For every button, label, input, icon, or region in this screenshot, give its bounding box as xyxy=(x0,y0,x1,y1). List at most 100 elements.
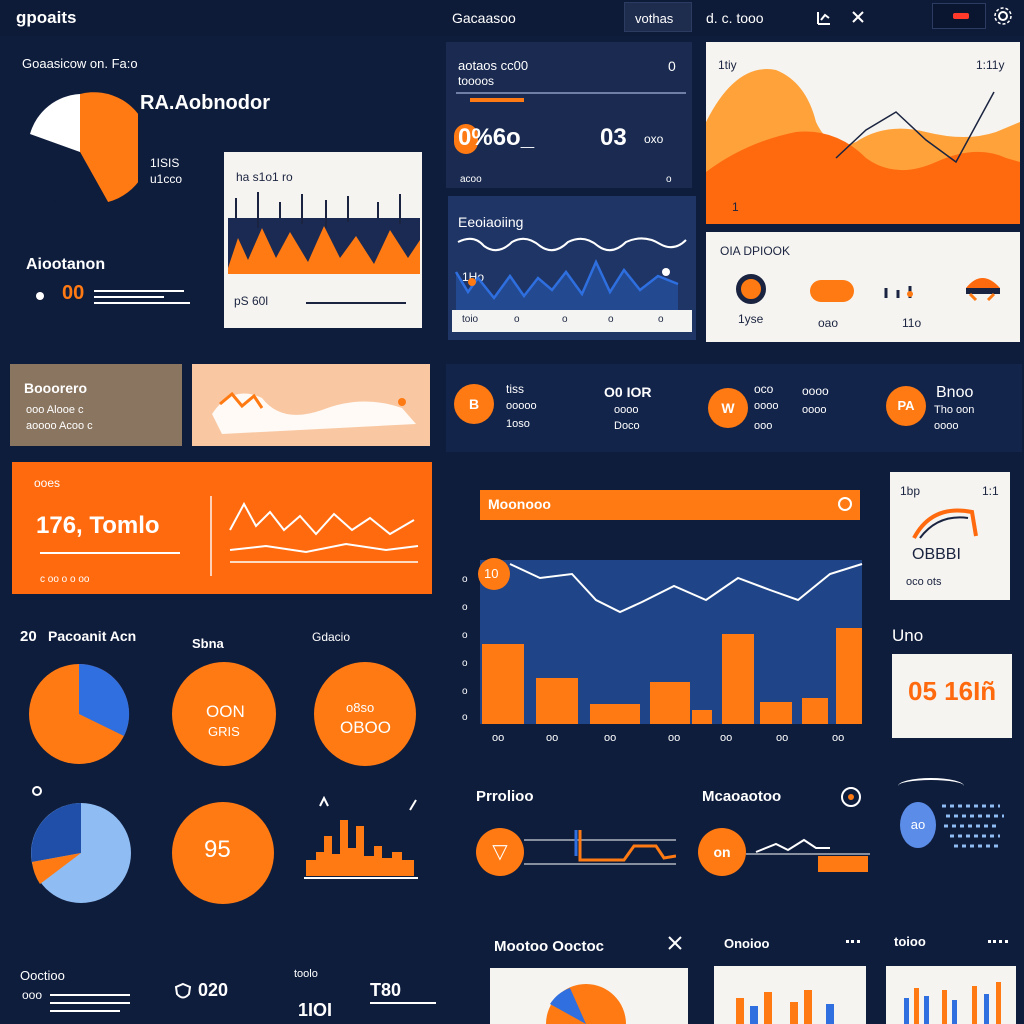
chart-icon[interactable] xyxy=(816,8,832,26)
bottom-card-3[interactable] xyxy=(886,966,1016,1024)
pies-label-right: Gdacio xyxy=(312,630,351,644)
big-chart-menu-icon[interactable] xyxy=(838,497,852,511)
kpi-1[interactable]: B tiss ooooo 1oso xyxy=(454,380,574,440)
pies-number-prefix: 20 xyxy=(20,628,37,645)
big-chart-bar-3 xyxy=(590,704,640,724)
flow-card-1[interactable]: ▽ xyxy=(476,826,676,876)
flow-card-2-settings-icon[interactable] xyxy=(840,786,862,808)
pie-4-dot xyxy=(32,786,42,796)
cloud-icon xyxy=(810,280,854,302)
kpi-5-line-2: Tho oon xyxy=(934,404,975,416)
y-label-2: o xyxy=(462,602,468,613)
bottom-card-3-dots xyxy=(988,940,1008,944)
flow-card-1-title: Prrolioo xyxy=(476,788,534,805)
dots-card-arc xyxy=(898,778,964,794)
badge-card-title: Booorero xyxy=(24,380,87,396)
notification-icon[interactable] xyxy=(932,3,986,29)
big-chart-bar-5 xyxy=(692,710,712,724)
counter-footer-left: acoo xyxy=(460,174,482,185)
kpi-3[interactable]: W oco oooo ooo xyxy=(708,380,818,440)
dots-card[interactable]: ao xyxy=(896,778,1008,862)
highlight-divider xyxy=(40,552,180,554)
illustration-card xyxy=(192,364,430,446)
settings-icon[interactable] xyxy=(994,7,1012,25)
bottom-shield-icon xyxy=(174,982,192,1002)
y-label-5: o xyxy=(462,686,468,697)
mini-chart-footer-line xyxy=(306,302,406,304)
mini-chart-footer: pS 60l xyxy=(234,294,269,308)
mini-value-label-left: 1bp xyxy=(900,484,921,498)
kpi-2-line-2: oooo xyxy=(614,404,639,416)
pie-chart-2-text: OON xyxy=(206,702,245,721)
counter-card-title: aotaos cc00 xyxy=(458,58,529,73)
wave-card[interactable]: Eeoiaoiing 1Ho toio o o o o xyxy=(448,196,696,340)
bottom-card-3-title: toioo xyxy=(894,934,926,949)
highlight-card[interactable]: ooes 176, Tomlo c oo o o oo xyxy=(12,462,432,594)
big-chart-badge: 10 xyxy=(478,558,510,590)
kpi-3-line-3: ooo xyxy=(754,420,773,432)
badge-card[interactable]: Booorero ooo Alooe c aoooo Acoo c xyxy=(10,364,182,446)
stat-label: Aiootanon xyxy=(26,256,106,273)
close-icon[interactable] xyxy=(666,934,684,952)
big-chart-bar-9 xyxy=(836,628,862,724)
icons-card[interactable]: OIA DPIOOK 1yse oao 11o xyxy=(706,232,1020,342)
bottom-lines xyxy=(50,992,130,1016)
badge-card-line-1: ooo Alooe c xyxy=(26,404,84,416)
counter-card[interactable]: aotaos cc00 toooos 0 0%6o_ 03 oxo acoo o xyxy=(446,42,692,188)
pie-chart-3-text: OBOO xyxy=(340,718,392,737)
big-chart-header[interactable]: Moonooo xyxy=(480,490,860,520)
stat-dot xyxy=(36,292,44,300)
big-chart-title: Moonooo xyxy=(488,496,551,512)
area-label-right: 1:11y xyxy=(976,58,1005,72)
bottom-card-2-title: Onoioo xyxy=(724,936,770,951)
close-icon[interactable] xyxy=(850,9,866,25)
y-label-3: o xyxy=(462,630,468,641)
stat-value: 00 xyxy=(62,282,85,304)
kpi-2[interactable]: O0 IOR oooo Doco xyxy=(604,380,714,440)
icons-card-title: OIA DPIOOK xyxy=(720,244,791,258)
mini-value-card[interactable]: 1bp 1:1 OBBBI oco ots xyxy=(890,472,1010,600)
mini-value-label-right: 1:1 xyxy=(982,484,999,498)
kpi-1-line-2: ooooo xyxy=(506,400,537,412)
section-title: Goaasicow on. Fa:o xyxy=(22,56,138,71)
big-chart-y-axis: o o o o o o xyxy=(462,574,474,724)
area-label-left: 1tiy xyxy=(718,58,737,72)
big-chart-bar-4 xyxy=(650,682,690,724)
wave-footer-item-2: o xyxy=(562,314,568,325)
tab-main[interactable]: vothas xyxy=(624,2,692,32)
flow-card-2-title: Mcaoaotoo xyxy=(702,788,782,805)
badge-card-line-2: aoooo Acoo c xyxy=(26,420,93,432)
bottom-value-2: 1IOI xyxy=(298,1000,333,1020)
bottom-card-2[interactable] xyxy=(714,966,866,1024)
value-card-number: 05 16Iñ xyxy=(908,676,997,706)
pie-chart-3-sub: o8so xyxy=(346,700,375,715)
bottom-card-1[interactable] xyxy=(490,968,688,1024)
big-chart-bar-2 xyxy=(536,678,578,724)
big-chart-bar-6 xyxy=(722,634,754,724)
app-logo: gpoaits xyxy=(16,8,77,27)
x-label-3: oo xyxy=(604,732,617,744)
pie-chart-1 xyxy=(28,662,130,766)
y-label-6: o xyxy=(462,712,468,723)
mini-value-number: OBBBI xyxy=(912,546,961,563)
flow-card-2[interactable]: on xyxy=(698,826,870,876)
dots-card-badge: ao xyxy=(900,802,936,848)
breadcrumb[interactable]: Gacaasoo xyxy=(452,10,516,26)
area-chart-card[interactable]: 1tiy 1:11y 1 xyxy=(706,42,1020,224)
kpi-5[interactable]: PA Bnoo Tho oon oooo xyxy=(886,380,1016,440)
big-chart-bar-1 xyxy=(482,644,524,724)
kpi-3-line-2: oooo xyxy=(754,400,779,412)
bottom-label: Ooctioo xyxy=(20,968,65,983)
tab-main-label: vothas xyxy=(635,11,674,26)
value-card[interactable]: 05 16Iñ xyxy=(892,654,1012,738)
flow-card-2-badge: on xyxy=(698,828,746,876)
pie-chart-5-text: 95 xyxy=(204,836,231,863)
bottom-sub: ooo xyxy=(22,988,43,1002)
kpi-4[interactable]: oooo oooo xyxy=(802,380,882,440)
bottom-value-1: 020 xyxy=(198,980,229,1000)
x-label-1: oo xyxy=(492,732,505,744)
wave-footer-left: toio xyxy=(462,314,479,325)
wave-card-footer: toio o o o o xyxy=(452,310,692,332)
kpi-4-line-1: oooo xyxy=(802,384,829,398)
big-chart-bar-7 xyxy=(760,702,792,724)
